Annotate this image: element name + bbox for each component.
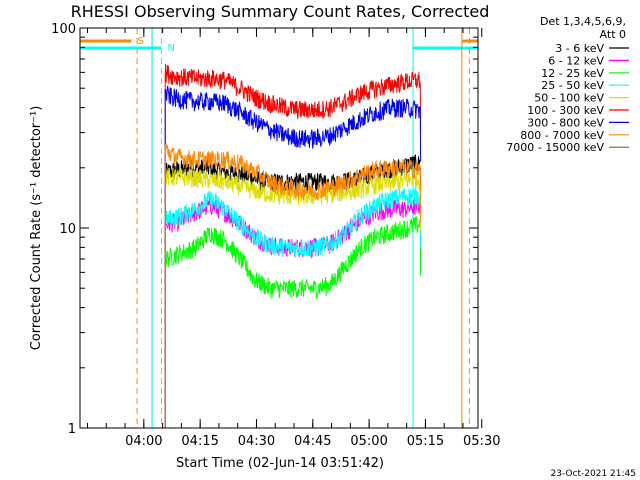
y-axis-label: Corrected Count Rate (s⁻¹ detector⁻¹)	[29, 106, 44, 351]
y-tick-label-0: 1	[68, 422, 76, 437]
legend-label-3-6-kev: 3 - 6 keV	[555, 42, 604, 55]
state-bar-label-n: N	[167, 43, 174, 54]
legend-label-12-25-kev: 12 - 25 keV	[541, 67, 604, 80]
state-bar-label-s: S	[137, 36, 143, 47]
legend-label-100-300-kev: 100 - 300 keV	[527, 104, 604, 117]
x-tick-label-1: 04:15	[181, 434, 218, 449]
series-line-25-50-kev	[164, 186, 422, 428]
x-tick-label-0: 04:00	[125, 434, 162, 449]
x-tick-label-2: 04:30	[238, 434, 275, 449]
legend-label-50-100-kev: 50 - 100 keV	[534, 92, 604, 105]
chart-title: RHESSI Observing Summary Count Rates, Co…	[71, 2, 490, 21]
series-line-12-25-kev	[164, 216, 422, 428]
y-tick-label-2: 100	[51, 22, 76, 37]
legend-label-300-800-kev: 300 - 800 keV	[527, 116, 604, 129]
legend-label-7000-15000-kev: 7000 - 15000 keV	[506, 141, 604, 154]
legend-label-800-7000-kev: 800 - 7000 keV	[520, 129, 604, 142]
data-layer: SN	[80, 28, 478, 428]
x-axis-label: Start Time (02-Jun-14 03:51:42)	[176, 456, 384, 471]
legend-label-6-12-kev: 6 - 12 keV	[548, 54, 604, 67]
series-line-100-300-kev	[164, 64, 422, 428]
series-line-800-7000-kev	[164, 143, 422, 428]
series-line-300-800-kev	[164, 85, 422, 428]
x-tick-label-6: 05:30	[463, 434, 500, 449]
legend-header-line-1: Det 1,3,4,5,6,9,	[540, 15, 626, 28]
legend-header-line-2: Att 0	[600, 28, 626, 41]
axes-layer: 1 10 100 04:00 04:15 04:30 04:45 05:00 05:15 05:3…	[51, 22, 500, 449]
x-tick-label-4: 05:00	[350, 434, 387, 449]
y-tick-label-1: 10	[59, 222, 76, 237]
x-tick-label-5: 05:15	[407, 434, 444, 449]
plot-frame	[79, 27, 479, 429]
footer-timestamp: 23-Oct-2021 21:45	[551, 469, 636, 479]
x-tick-label-3: 04:45	[294, 434, 331, 449]
legend-label-25-50-kev: 25 - 50 keV	[541, 79, 604, 92]
